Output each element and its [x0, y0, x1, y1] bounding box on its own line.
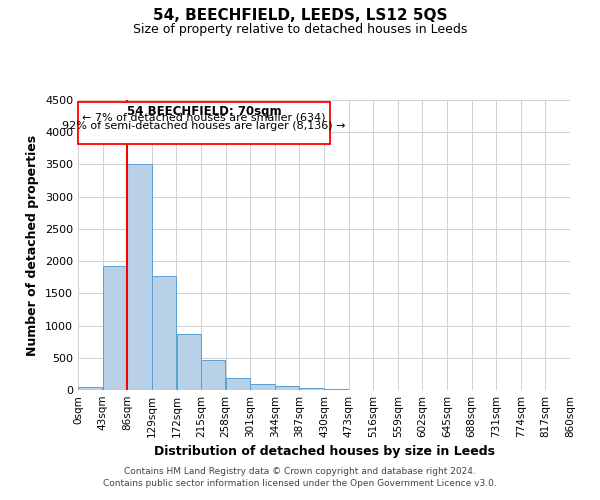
Text: 54 BEECHFIELD: 70sqm: 54 BEECHFIELD: 70sqm	[127, 104, 281, 118]
Text: 92% of semi-detached houses are larger (8,136) →: 92% of semi-detached houses are larger (…	[62, 121, 346, 131]
Bar	[78, 387, 103, 390]
Text: Size of property relative to detached houses in Leeds: Size of property relative to detached ho…	[133, 22, 467, 36]
Bar	[127, 164, 152, 390]
Text: 54, BEECHFIELD, LEEDS, LS12 5QS: 54, BEECHFIELD, LEEDS, LS12 5QS	[153, 8, 447, 22]
Text: Contains public sector information licensed under the Open Government Licence v3: Contains public sector information licen…	[103, 478, 497, 488]
X-axis label: Distribution of detached houses by size in Leeds: Distribution of detached houses by size …	[154, 446, 494, 458]
Bar	[299, 388, 324, 390]
Bar	[275, 386, 299, 390]
Bar	[103, 266, 127, 390]
Text: Contains HM Land Registry data © Crown copyright and database right 2024.: Contains HM Land Registry data © Crown c…	[124, 467, 476, 476]
Bar	[176, 334, 201, 390]
Bar	[250, 384, 275, 390]
Bar	[152, 276, 176, 390]
Text: ← 7% of detached houses are smaller (634): ← 7% of detached houses are smaller (634…	[82, 112, 326, 122]
Bar	[226, 378, 250, 390]
Bar	[201, 360, 226, 390]
FancyBboxPatch shape	[78, 102, 330, 144]
Y-axis label: Number of detached properties: Number of detached properties	[26, 134, 40, 356]
